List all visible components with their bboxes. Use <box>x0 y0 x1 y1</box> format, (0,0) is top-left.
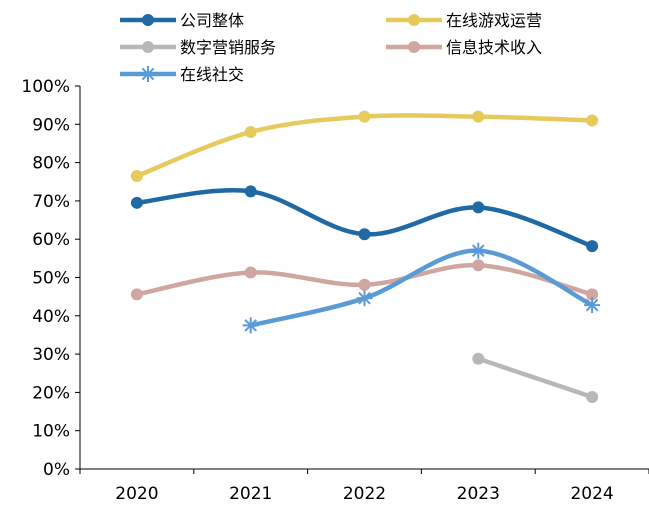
x-tick-label: 2022 <box>343 484 386 502</box>
data-point <box>358 110 371 123</box>
legend-item-5: 在线社交 <box>120 65 244 84</box>
data-point <box>472 259 485 272</box>
legend-item-4: 信息技术收入 <box>386 38 542 57</box>
y-tick-label: 80% <box>32 154 70 174</box>
data-point <box>472 352 485 365</box>
data-point <box>586 390 599 403</box>
star-stroke <box>471 244 485 257</box>
legend-label: 在线社交 <box>180 65 244 84</box>
star-stroke <box>358 291 371 305</box>
legend-item-2: 在线游戏运营 <box>386 11 542 30</box>
y-tick-label: 70% <box>32 192 70 212</box>
data-point <box>358 278 371 291</box>
series-line <box>248 248 595 328</box>
legend-item-3: 数字营销服务 <box>120 38 276 57</box>
series-1 <box>130 185 599 253</box>
data-point <box>472 110 485 123</box>
x-tick-label: 2021 <box>229 484 272 502</box>
data-point-star <box>584 297 601 314</box>
data-point <box>130 170 143 183</box>
data-point <box>244 266 257 279</box>
legend-label: 数字营销服务 <box>180 38 276 57</box>
data-point-star <box>140 66 156 82</box>
y-tick-label: 100% <box>21 77 70 97</box>
data-point <box>586 240 599 253</box>
data-point <box>358 228 371 241</box>
y-tick-label: 40% <box>32 307 70 327</box>
y-tick-label: 10% <box>32 422 70 442</box>
data-point <box>472 201 485 214</box>
data-point <box>244 125 257 138</box>
y-tick-label: 50% <box>32 269 70 289</box>
y-tick-label: 0% <box>43 460 70 480</box>
star-stroke <box>244 319 258 332</box>
x-tick-label: 2020 <box>115 484 158 502</box>
x-tick-label: 2024 <box>570 484 613 502</box>
legend-swatch-marker <box>408 14 420 26</box>
legend-label: 公司整体 <box>180 11 244 30</box>
legend-swatch-marker <box>408 41 420 53</box>
data-point <box>244 185 257 198</box>
data-point <box>130 288 143 301</box>
data-point <box>586 114 599 127</box>
y-tick-label: 60% <box>32 230 70 250</box>
legend-label: 信息技术收入 <box>446 38 542 57</box>
data-point-star <box>470 242 487 259</box>
series-3 <box>472 352 599 403</box>
series-4 <box>130 259 599 301</box>
data-point-star <box>242 317 259 334</box>
series-5 <box>242 242 601 334</box>
legend-item-1: 公司整体 <box>120 11 244 30</box>
legend-swatch-marker <box>142 41 154 53</box>
series-line <box>134 113 595 179</box>
x-tick-label: 2023 <box>457 484 500 502</box>
y-tick-label: 30% <box>32 345 70 365</box>
star-stroke <box>585 298 599 312</box>
star-stroke <box>141 67 155 81</box>
series-lines <box>130 110 601 403</box>
data-point-star <box>356 290 373 307</box>
data-point <box>130 196 143 209</box>
legend-label: 在线游戏运营 <box>446 11 542 30</box>
series-2 <box>130 110 599 183</box>
axes: 0% 10% 20% 30% 40% 50% 60% 70% 80% 90% 100% 2020 202… <box>21 77 649 504</box>
data-point <box>586 288 599 301</box>
y-tick-label: 90% <box>32 115 70 135</box>
legend-swatch-marker <box>142 14 154 26</box>
series-line <box>476 356 595 400</box>
y-tick-label: 20% <box>32 383 70 403</box>
